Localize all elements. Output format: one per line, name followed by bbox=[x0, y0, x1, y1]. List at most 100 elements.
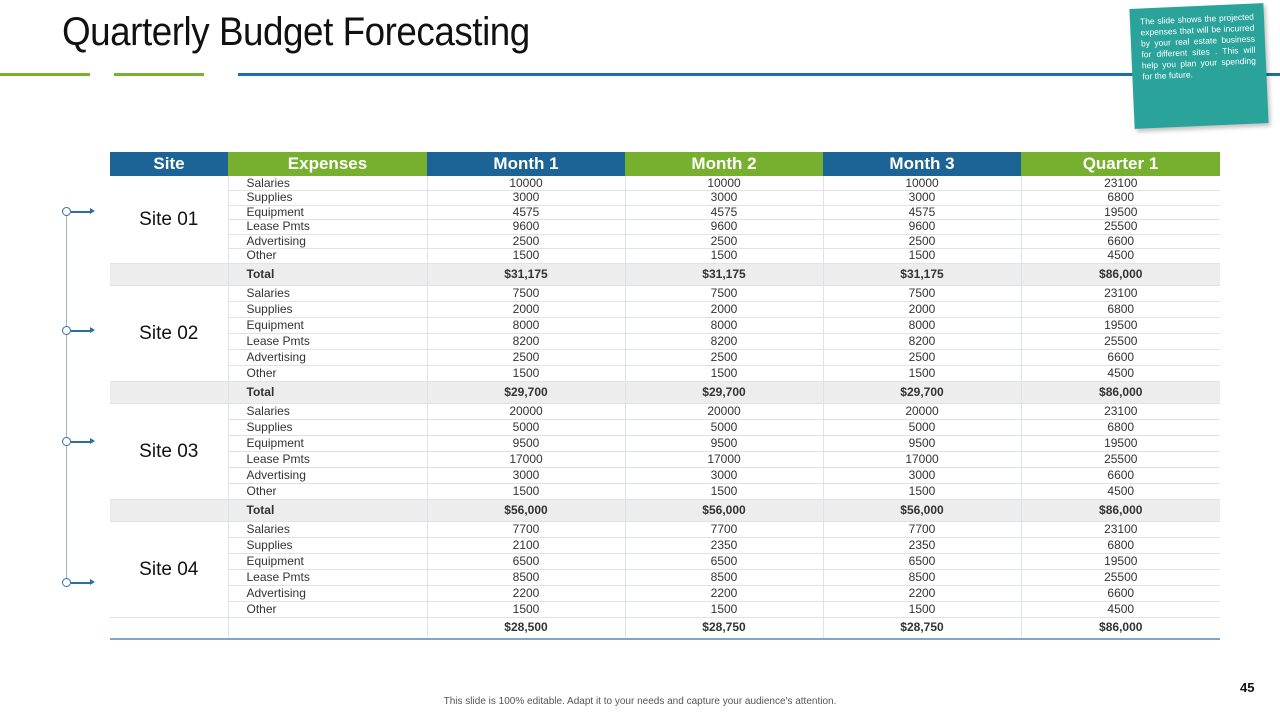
table-row: Equipment 4575 4575 4575 19500 bbox=[110, 205, 1220, 220]
total-label-cell: Total bbox=[227, 263, 427, 286]
table-row: Advertising 3000 3000 3000 6600 bbox=[110, 467, 1220, 484]
month-2-cell: 2000 bbox=[624, 301, 823, 318]
expense-cell: Salaries bbox=[227, 285, 427, 302]
month-3-cell: 8500 bbox=[822, 569, 1021, 586]
expense-cell: Other bbox=[227, 601, 427, 618]
expense-cell: Lease Pmts bbox=[227, 569, 427, 586]
month-3-cell: 8000 bbox=[822, 317, 1021, 334]
total-month-1-cell: $56,000 bbox=[426, 499, 625, 522]
expense-cell: Lease Pmts bbox=[227, 219, 427, 235]
month-2-cell: 1500 bbox=[624, 365, 823, 382]
quarter-1-cell: 23100 bbox=[1020, 285, 1220, 302]
total-label-cell bbox=[227, 617, 427, 640]
timeline-marker-site-04 bbox=[62, 578, 96, 587]
total-month-1-cell: $31,175 bbox=[426, 263, 625, 286]
footer-note: This slide is 100% editable. Adapt it to… bbox=[443, 696, 837, 707]
month-3-cell: 2500 bbox=[822, 349, 1021, 366]
expense-cell: Equipment bbox=[227, 553, 427, 570]
month-2-cell: 6500 bbox=[624, 553, 823, 570]
expense-cell: Advertising bbox=[227, 349, 427, 366]
expense-cell: Salaries bbox=[227, 176, 427, 191]
expense-cell: Equipment bbox=[227, 435, 427, 452]
table-row: Site 01 Salaries 10000 10000 10000 23100 bbox=[110, 176, 1220, 264]
total-month-3-cell: $28,750 bbox=[822, 617, 1021, 640]
table-row: Lease Pmts 17000 17000 17000 25500 bbox=[110, 451, 1220, 468]
table-row: Other 1500 1500 1500 4500 bbox=[110, 601, 1220, 618]
total-row: Total $31,175 $31,175 $31,175 $86,000 bbox=[110, 263, 1220, 286]
month-2-cell: 10000 bbox=[624, 176, 823, 191]
header-quarter-1: Quarter 1 bbox=[1021, 152, 1220, 176]
quarter-1-cell: 19500 bbox=[1020, 435, 1220, 452]
month-3-cell: 2350 bbox=[822, 537, 1021, 554]
table-row: Advertising 2500 2500 2500 6600 bbox=[110, 349, 1220, 366]
table-row: Supplies 2000 2000 2000 6800 bbox=[110, 301, 1220, 318]
month-1-cell: 5000 bbox=[426, 419, 625, 436]
quarter-1-cell: 25500 bbox=[1020, 569, 1220, 586]
quarter-1-cell: 23100 bbox=[1020, 403, 1220, 420]
expense-cell: Supplies bbox=[227, 419, 427, 436]
header-site: Site bbox=[110, 152, 228, 176]
month-3-cell: 1500 bbox=[822, 365, 1021, 382]
header-month-3: Month 3 bbox=[823, 152, 1021, 176]
site-name-cell: Site 04 bbox=[110, 521, 228, 618]
month-2-cell: 4575 bbox=[624, 205, 823, 220]
month-3-cell: 4575 bbox=[822, 205, 1021, 220]
month-2-cell: 3000 bbox=[624, 467, 823, 484]
expense-cell: Equipment bbox=[227, 205, 427, 220]
quarter-1-cell: 19500 bbox=[1020, 553, 1220, 570]
table-row: Other 1500 1500 1500 4500 bbox=[110, 483, 1220, 500]
month-2-cell: 5000 bbox=[624, 419, 823, 436]
budget-table-body: Site 01 Salaries 10000 10000 10000 23100 Suppl… bbox=[110, 176, 1220, 640]
month-3-cell: 10000 bbox=[822, 176, 1021, 191]
total-month-3-cell: $29,700 bbox=[822, 381, 1021, 404]
month-3-cell: 2200 bbox=[822, 585, 1021, 602]
total-month-2-cell: $56,000 bbox=[624, 499, 823, 522]
month-2-cell: 20000 bbox=[624, 403, 823, 420]
month-2-cell: 9500 bbox=[624, 435, 823, 452]
month-2-cell: 17000 bbox=[624, 451, 823, 468]
month-3-cell: 17000 bbox=[822, 451, 1021, 468]
month-3-cell: 20000 bbox=[822, 403, 1021, 420]
month-2-cell: 7700 bbox=[624, 521, 823, 538]
arrow-right-icon bbox=[71, 327, 95, 333]
table-row: Supplies 3000 3000 3000 6800 bbox=[110, 190, 1220, 206]
arrow-right-icon bbox=[71, 438, 95, 444]
quarter-1-cell: 6800 bbox=[1020, 301, 1220, 318]
table-row: Site 02 Salaries 7500 7500 7500 23100 bbox=[110, 285, 1220, 382]
expense-cell: Salaries bbox=[227, 403, 427, 420]
month-3-cell: 7500 bbox=[822, 285, 1021, 302]
month-1-cell: 2500 bbox=[426, 234, 625, 249]
arrow-right-icon bbox=[71, 208, 95, 214]
month-1-cell: 1500 bbox=[426, 248, 625, 264]
month-1-cell: 17000 bbox=[426, 451, 625, 468]
expense-cell: Other bbox=[227, 483, 427, 500]
expense-cell: Salaries bbox=[227, 521, 427, 538]
total-row-spacer bbox=[110, 499, 228, 522]
expense-cell: Supplies bbox=[227, 537, 427, 554]
month-1-cell: 4575 bbox=[426, 205, 625, 220]
expense-cell: Supplies bbox=[227, 190, 427, 206]
site-name-cell: Site 01 bbox=[110, 176, 228, 264]
expense-cell: Supplies bbox=[227, 301, 427, 318]
month-2-cell: 8200 bbox=[624, 333, 823, 350]
total-row-spacer bbox=[110, 263, 228, 286]
quarter-1-cell: 4500 bbox=[1020, 248, 1220, 264]
timeline-connector bbox=[66, 212, 67, 583]
month-1-cell: 3000 bbox=[426, 467, 625, 484]
month-2-cell: 2350 bbox=[624, 537, 823, 554]
expense-cell: Equipment bbox=[227, 317, 427, 334]
table-row: Other 1500 1500 1500 4500 bbox=[110, 248, 1220, 264]
timeline-dot-icon bbox=[62, 207, 71, 216]
timeline-dot-icon bbox=[62, 326, 71, 335]
expense-cell: Lease Pmts bbox=[227, 333, 427, 350]
total-quarter-1-cell: $86,000 bbox=[1020, 499, 1220, 522]
total-row: Total $56,000 $56,000 $56,000 $86,000 bbox=[110, 499, 1220, 522]
total-row: $28,500 $28,750 $28,750 $86,000 bbox=[110, 617, 1220, 640]
budget-table: Site Expenses Month 1 Month 2 Month 3 Qu… bbox=[110, 152, 1220, 640]
total-quarter-1-cell: $86,000 bbox=[1020, 381, 1220, 404]
timeline-dot-icon bbox=[62, 578, 71, 587]
total-month-2-cell: $29,700 bbox=[624, 381, 823, 404]
total-month-3-cell: $31,175 bbox=[822, 263, 1021, 286]
month-1-cell: 1500 bbox=[426, 365, 625, 382]
total-quarter-1-cell: $86,000 bbox=[1020, 263, 1220, 286]
